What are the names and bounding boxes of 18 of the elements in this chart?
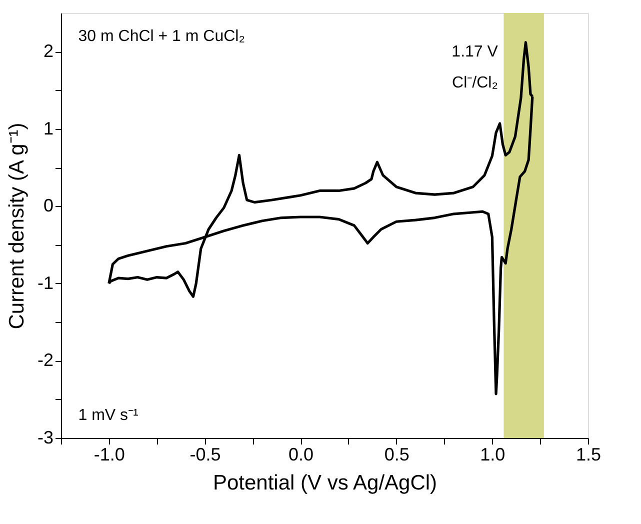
y-tick-label: 2 [43,41,54,62]
x-tick-label: -1.0 [94,444,125,464]
x-axis-title: Potential (V vs Ag/AgCl) [212,472,438,494]
x-tick-label: 1.5 [576,444,602,464]
y-axis-title: Current density (A g⁻¹) [5,122,28,330]
annotation: 30 m ChCl + 1 m CuCl₂ [78,28,245,46]
x-tick-label: 0.0 [288,444,314,464]
y-tick-label: 0 [43,196,54,216]
y-tick-label: -3 [37,428,54,448]
annotation: 1 mV s⁻¹ [78,406,138,424]
y-tick-label: 1 [43,118,54,138]
annotation: Cl⁻/Cl₂ [452,74,498,92]
y-tick-label: -2 [37,350,54,370]
y-tick-label: -1 [37,272,54,293]
x-tick-label: -0.5 [190,444,221,464]
annotation: 1.17 V [452,44,498,61]
x-tick-label: 0.5 [384,444,410,464]
x-tick-label: 1.0 [480,444,506,464]
